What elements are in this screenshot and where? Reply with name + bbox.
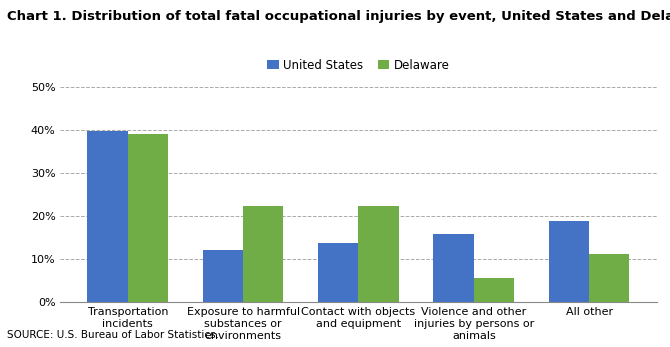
Text: SOURCE: U.S. Bureau of Labor Statistics.: SOURCE: U.S. Bureau of Labor Statistics. (7, 330, 218, 340)
Bar (243, 206, 283, 302)
Text: Chart 1. Distribution of total fatal occupational injuries by event, United Stat: Chart 1. Distribution of total fatal occ… (7, 10, 670, 23)
Bar (474, 278, 514, 302)
Bar (433, 234, 474, 302)
Bar (589, 254, 630, 302)
Bar (128, 134, 168, 302)
Bar (87, 130, 128, 302)
Legend: United States, Delaware: United States, Delaware (262, 54, 455, 76)
Bar (549, 221, 589, 302)
Bar (203, 250, 243, 302)
Bar (358, 206, 399, 302)
Bar (318, 243, 358, 302)
